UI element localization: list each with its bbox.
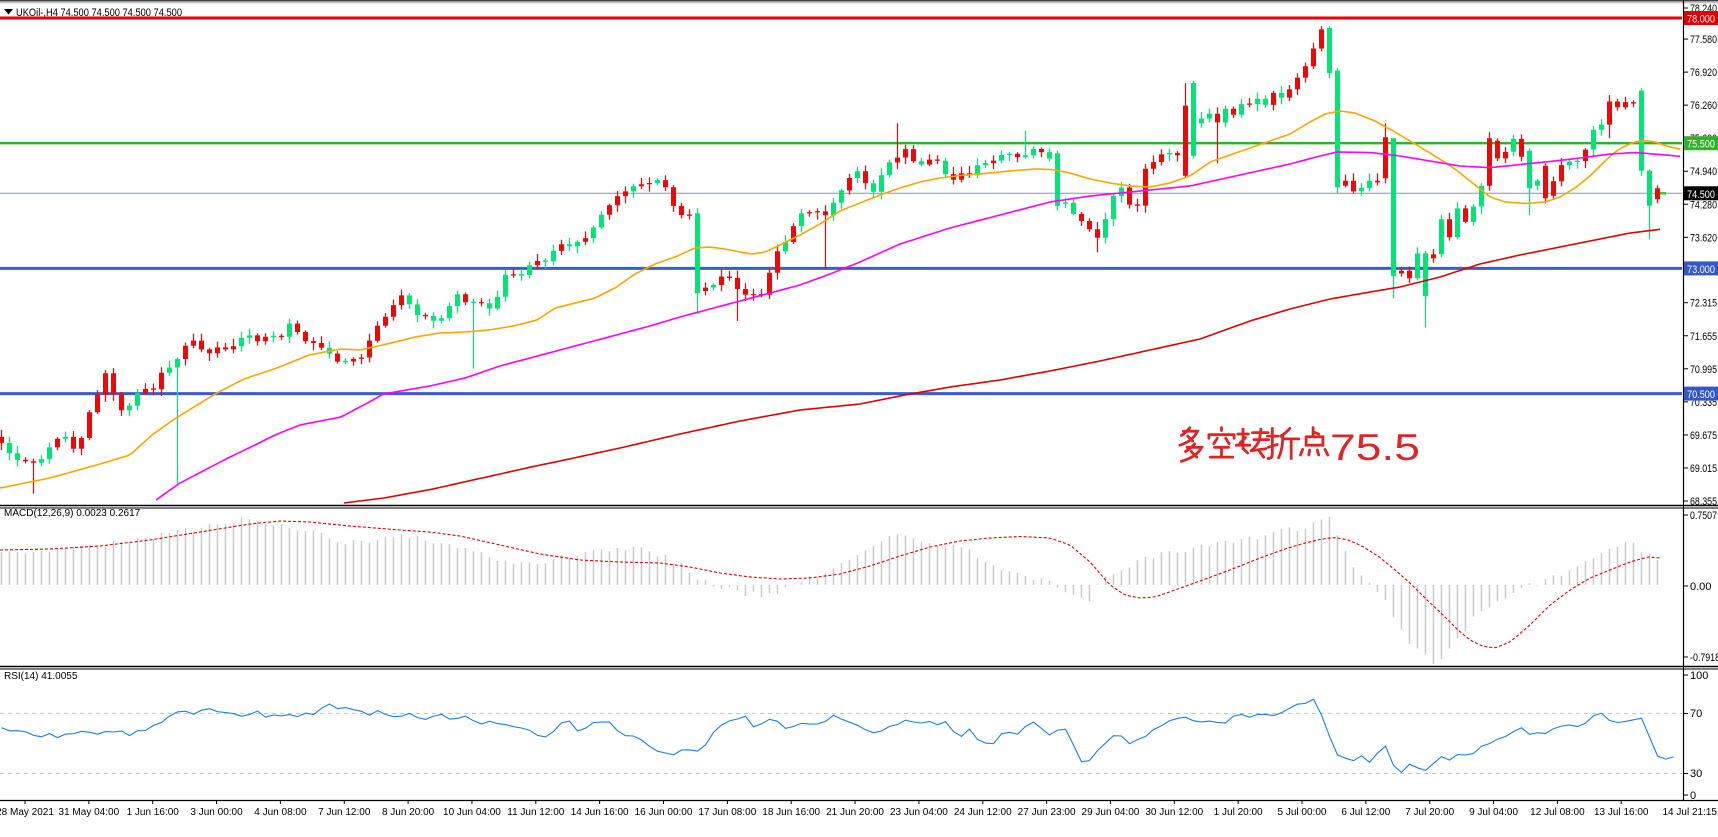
- svg-text:28 May 2021: 28 May 2021: [0, 807, 54, 818]
- svg-text:30 Jun 12:00: 30 Jun 12:00: [1145, 807, 1203, 818]
- svg-text:69.015: 69.015: [1690, 463, 1717, 475]
- svg-text:4 Jun 08:00: 4 Jun 08:00: [254, 807, 307, 818]
- svg-text:1 Jul 20:00: 1 Jul 20:00: [1214, 807, 1263, 818]
- svg-text:24 Jun 12:00: 24 Jun 12:00: [954, 807, 1012, 818]
- svg-text:31 May 04:00: 31 May 04:00: [59, 807, 120, 818]
- svg-text:17 Jun 08:00: 17 Jun 08:00: [698, 807, 756, 818]
- svg-text:70.995: 70.995: [1690, 364, 1717, 376]
- svg-text:9 Jul 04:00: 9 Jul 04:00: [1469, 807, 1518, 818]
- svg-text:76.260: 76.260: [1690, 100, 1717, 112]
- svg-text:13 Jul 16:00: 13 Jul 16:00: [1594, 807, 1649, 818]
- svg-text:74.280: 74.280: [1690, 199, 1717, 211]
- svg-text:14 Jun 16:00: 14 Jun 16:00: [571, 807, 629, 818]
- svg-text:UKOil-,H4 74.500 74.500 74.50: UKOil-,H4 74.500 74.500 74.500 74.500: [16, 7, 182, 19]
- svg-text:78.000: 78.000: [1687, 14, 1715, 26]
- svg-text:12 Jul 08:00: 12 Jul 08:00: [1530, 807, 1585, 818]
- svg-text:72.315: 72.315: [1690, 298, 1717, 310]
- svg-text:76.920: 76.920: [1690, 67, 1717, 79]
- svg-text:21 Jun 20:00: 21 Jun 20:00: [826, 807, 884, 818]
- svg-text:73.000: 73.000: [1687, 264, 1715, 276]
- svg-text:18 Jun 16:00: 18 Jun 16:00: [762, 807, 820, 818]
- svg-text:14 Jul 21:15: 14 Jul 21:15: [1663, 807, 1718, 818]
- svg-text:27 Jun 23:00: 27 Jun 23:00: [1018, 807, 1076, 818]
- svg-text:3 Jun 00:00: 3 Jun 00:00: [190, 807, 243, 818]
- svg-text:70: 70: [1690, 708, 1702, 720]
- svg-text:6 Jul 12:00: 6 Jul 12:00: [1341, 807, 1390, 818]
- svg-text:0.7507: 0.7507: [1690, 510, 1717, 522]
- svg-text:100: 100: [1690, 670, 1708, 682]
- svg-text:11 Jun 12:00: 11 Jun 12:00: [507, 807, 565, 818]
- svg-text:-0.7918: -0.7918: [1690, 652, 1718, 664]
- svg-text:10 Jun 04:00: 10 Jun 04:00: [443, 807, 501, 818]
- svg-text:69.675: 69.675: [1690, 430, 1717, 442]
- svg-text:29 Jun 04:00: 29 Jun 04:00: [1082, 807, 1140, 818]
- svg-text:30: 30: [1690, 768, 1702, 780]
- svg-text:7 Jun 12:00: 7 Jun 12:00: [318, 807, 371, 818]
- svg-text:7 Jul 20:00: 7 Jul 20:00: [1405, 807, 1454, 818]
- svg-text:74.500: 74.500: [1687, 189, 1715, 201]
- svg-text:73.620: 73.620: [1690, 232, 1717, 244]
- svg-text:75.500: 75.500: [1687, 139, 1715, 151]
- svg-text:0.00: 0.00: [1690, 581, 1711, 593]
- svg-text:8 Jun 20:00: 8 Jun 20:00: [382, 807, 435, 818]
- svg-text:77.580: 77.580: [1690, 34, 1717, 46]
- svg-text:5 Jul 00:00: 5 Jul 00:00: [1278, 807, 1327, 818]
- svg-text:23 Jun 04:00: 23 Jun 04:00: [890, 807, 948, 818]
- svg-text:16 Jun 00:00: 16 Jun 00:00: [635, 807, 693, 818]
- svg-text:71.655: 71.655: [1690, 331, 1717, 343]
- svg-text:75.5: 75.5: [1330, 427, 1420, 468]
- svg-text:RSI(14) 41.0055: RSI(14) 41.0055: [4, 671, 78, 682]
- svg-text:70.500: 70.500: [1687, 389, 1715, 401]
- svg-text:MACD(12,26,9) 0.0023 0.2617: MACD(12,26,9) 0.0023 0.2617: [4, 508, 141, 519]
- svg-text:74.940: 74.940: [1690, 166, 1717, 178]
- svg-text:0: 0: [1690, 790, 1696, 802]
- svg-text:1 Jun 16:00: 1 Jun 16:00: [127, 807, 180, 818]
- svg-text:68.355: 68.355: [1690, 496, 1717, 508]
